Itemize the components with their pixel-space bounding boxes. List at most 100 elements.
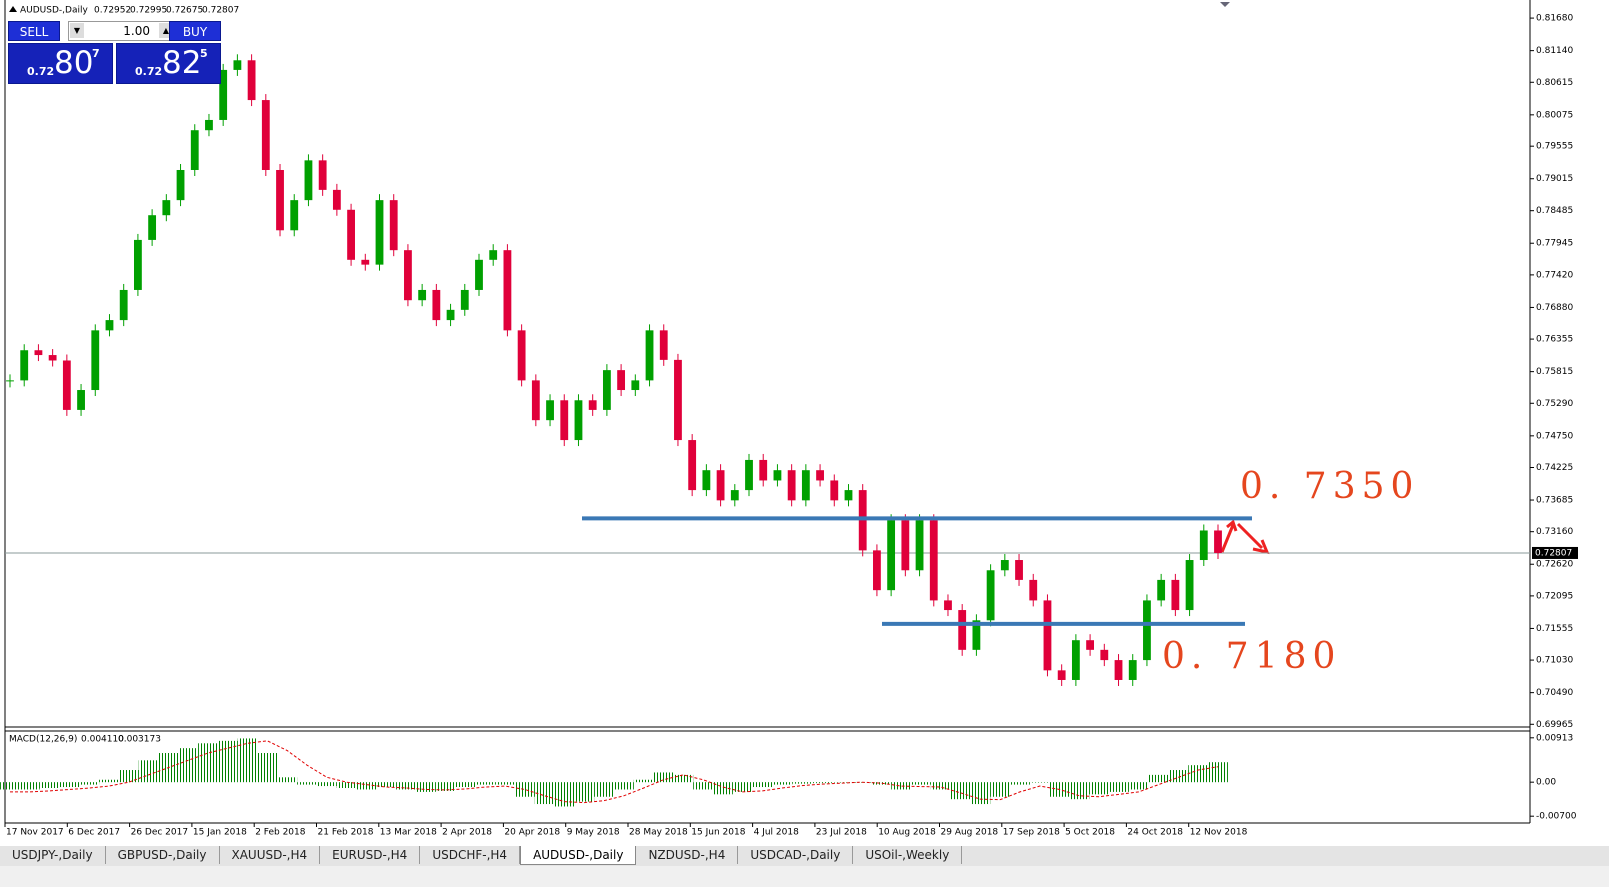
x-tick-label: 15 Jan 2018 <box>193 828 247 838</box>
macd-bar <box>871 782 892 785</box>
macd-bar <box>1188 765 1209 783</box>
macd-bar <box>356 782 377 790</box>
y-tick-label: 0.77945 <box>1536 239 1573 249</box>
candle <box>958 610 967 650</box>
candle <box>205 119 213 131</box>
candle <box>1057 670 1066 680</box>
macd-bar <box>99 779 119 783</box>
macd-bar <box>138 760 159 783</box>
candle <box>816 470 824 481</box>
candle <box>546 400 554 421</box>
lot-input[interactable]: 1.00 <box>68 21 175 41</box>
macd-bar <box>732 782 753 792</box>
macd-bar <box>495 782 515 785</box>
x-tick-label: 9 May 2018 <box>567 828 620 838</box>
macd-bar <box>911 782 931 785</box>
macd-bar <box>19 782 40 790</box>
macd-bar <box>396 782 416 790</box>
ohlc: 0.72675 <box>166 6 203 16</box>
buy-button[interactable]: BUY <box>169 21 221 41</box>
scroll-marker <box>1220 2 1230 7</box>
candle <box>460 289 469 310</box>
tab[interactable]: GBPUSD-,Daily <box>106 846 220 864</box>
candle <box>62 360 71 410</box>
candle <box>219 69 228 120</box>
candle <box>1000 560 1009 571</box>
header: AUDUSD-,Daily 0.72952 0.72995 0.72675 0.… <box>9 6 239 16</box>
candle <box>1143 600 1151 661</box>
candle <box>844 490 853 501</box>
candle <box>617 370 626 391</box>
tab[interactable]: NZDUSD-,H4 <box>636 846 739 864</box>
macd-bar <box>277 777 298 783</box>
macd-bar <box>1069 782 1090 800</box>
price-tag-label: 0.72807 <box>1535 548 1572 558</box>
y-tick-label: 0.76355 <box>1536 335 1573 345</box>
candle <box>34 350 43 356</box>
candle <box>1185 560 1194 611</box>
candle <box>347 209 355 260</box>
candle <box>773 470 782 481</box>
tab[interactable]: AUDUSD-,Daily <box>520 846 637 865</box>
sell-button[interactable]: SELL <box>8 21 60 41</box>
macd-bar <box>1089 782 1110 795</box>
candle <box>631 380 640 391</box>
candle <box>247 60 256 101</box>
tab[interactable]: XAUUSD-,H4 <box>220 846 321 864</box>
x-tick-label: 4 Jul 2018 <box>754 828 799 838</box>
macd-bar <box>554 782 575 807</box>
y-tick-label: 0.81680 <box>1536 14 1573 24</box>
candle <box>233 60 242 70</box>
lot-down[interactable]: ▼ <box>70 23 84 38</box>
tab[interactable]: USDCAD-,Daily <box>738 846 854 864</box>
y-tick-label: 0.74750 <box>1536 431 1573 441</box>
macd-bar <box>633 779 654 783</box>
candle <box>972 620 981 650</box>
macd-bar <box>792 782 813 784</box>
macd-bar <box>39 782 60 789</box>
price-tag <box>1532 546 1578 559</box>
candle <box>830 480 839 501</box>
y-tick-label: -0.00700 <box>1536 812 1577 822</box>
macd-bar <box>514 782 535 797</box>
candle <box>986 570 995 621</box>
macd-bar <box>534 782 555 805</box>
candle <box>105 320 114 331</box>
candle <box>332 189 341 210</box>
candle <box>91 330 100 391</box>
candle <box>446 309 455 321</box>
macd-bar <box>574 782 595 802</box>
macd-bar <box>970 782 991 805</box>
tab[interactable]: EURUSD-,H4 <box>320 846 421 864</box>
tab[interactable]: USDCHF-,H4 <box>420 846 521 864</box>
macd-bar <box>316 782 337 787</box>
tab[interactable]: USDJPY-,Daily <box>0 846 106 864</box>
y-tick-label: 0.71555 <box>1536 624 1573 634</box>
x-tick-label: 17 Nov 2017 <box>6 828 64 838</box>
candle <box>1100 649 1109 661</box>
ask-price[interactable]: 0.72 82 5 <box>116 43 221 84</box>
macd-bar <box>257 753 278 783</box>
macd-value: 0.004110 <box>81 735 124 745</box>
bid-price[interactable]: 0.72 80 7 <box>8 43 113 84</box>
x-tick-label: 2 Apr 2018 <box>442 828 492 838</box>
candle <box>375 200 384 265</box>
candle <box>702 470 711 491</box>
candle <box>1128 660 1137 680</box>
candle <box>1015 560 1023 580</box>
candle <box>517 330 526 381</box>
y-tick-label: 0.79015 <box>1536 174 1573 184</box>
macd-bar <box>1010 782 1030 785</box>
macd-bar <box>614 782 634 790</box>
x-tick-label: 10 Aug 2018 <box>878 828 936 838</box>
macd-bar <box>752 782 773 788</box>
macd-bar <box>930 782 951 790</box>
x-tick-label: 24 Oct 2018 <box>1127 828 1183 838</box>
macd-bar <box>59 782 80 788</box>
candle <box>659 330 668 360</box>
candle <box>1071 640 1080 680</box>
x-tick-label: 12 Nov 2018 <box>1190 828 1248 838</box>
tab[interactable]: USOil-,Weekly <box>853 846 963 864</box>
macd-bar <box>475 782 496 785</box>
candle <box>503 250 512 331</box>
